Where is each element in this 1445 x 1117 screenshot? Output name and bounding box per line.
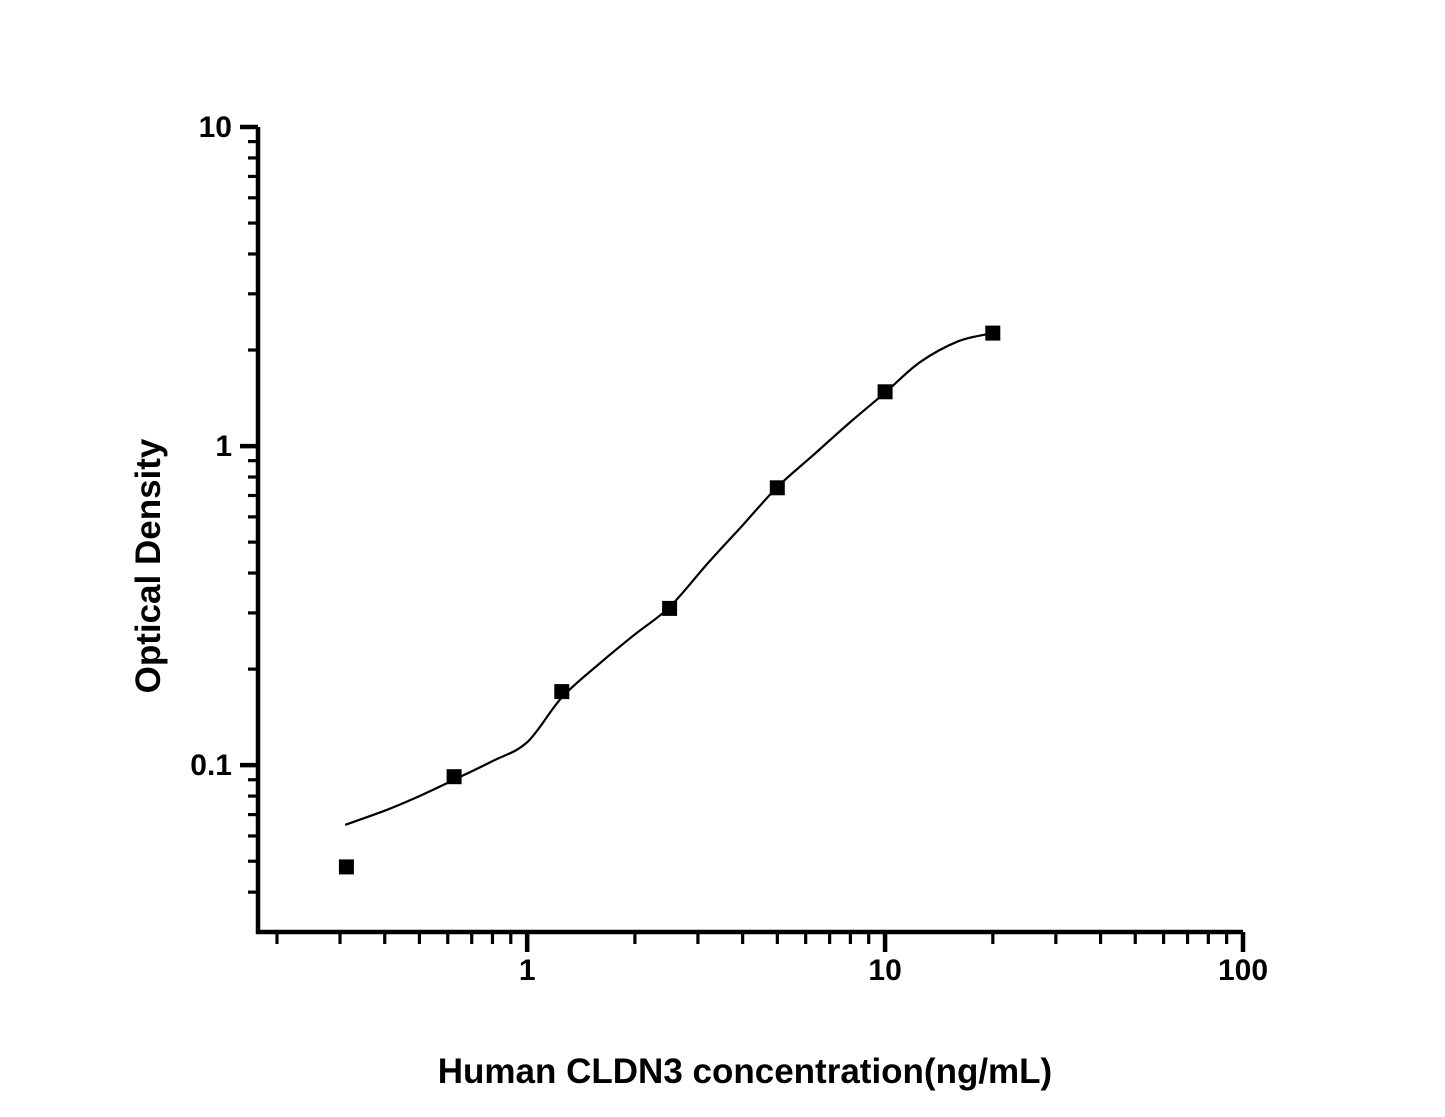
data-point-marker [338, 859, 354, 875]
data-point-marker [554, 684, 570, 700]
curve-layer [344, 332, 994, 826]
axes-layer [255, 127, 1243, 935]
data-point-marker [446, 769, 462, 785]
y-tick-label: 10 [199, 111, 232, 144]
axis-spine [255, 127, 1243, 935]
point-layer [338, 325, 1001, 875]
y-tick-label: 1 [215, 430, 232, 463]
data-point-marker [662, 600, 678, 616]
data-point-marker [985, 325, 1001, 341]
x-tick-label: 10 [868, 954, 901, 987]
x-axis-title: Human CLDN3 concentration(ng/mL) [438, 1052, 1052, 1091]
y-axis-title: Optical Density [129, 438, 168, 693]
data-point-marker [769, 480, 785, 496]
data-point-marker [877, 384, 893, 400]
fit-curve [344, 332, 994, 826]
x-tick-label: 100 [1218, 954, 1268, 987]
x-tick-label: 1 [519, 954, 536, 987]
y-tick-label: 0.1 [190, 749, 232, 782]
tick-label-layer: 1 10 100 0.1 1 10 [190, 111, 1268, 987]
tick-layer [240, 124, 1246, 952]
